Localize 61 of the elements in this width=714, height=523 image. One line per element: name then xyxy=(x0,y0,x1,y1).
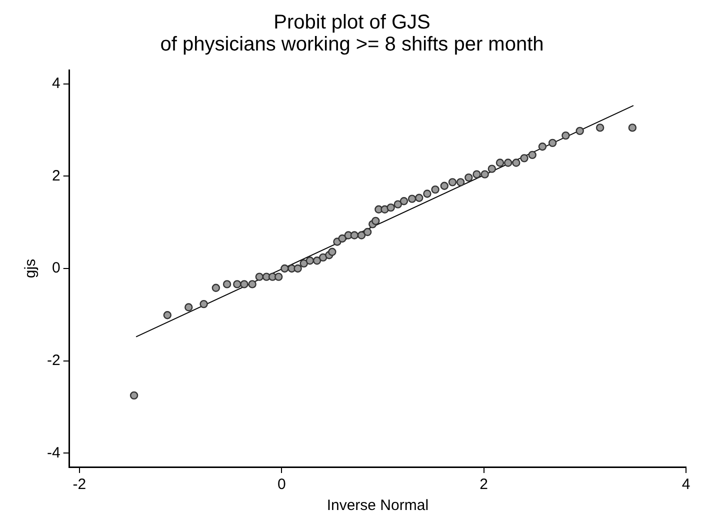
point xyxy=(184,303,193,312)
y-axis-title: gjs xyxy=(22,258,40,278)
point xyxy=(280,264,289,273)
point xyxy=(548,138,557,148)
x-tick-label: 0 xyxy=(277,476,286,494)
y-tick-label: 0 xyxy=(52,260,60,277)
point xyxy=(212,284,220,292)
point xyxy=(300,259,308,268)
point xyxy=(222,280,232,288)
point xyxy=(363,228,372,236)
y-tick-label: 2 xyxy=(52,167,60,184)
point xyxy=(400,197,408,206)
point xyxy=(386,203,395,212)
point xyxy=(318,253,328,262)
point xyxy=(480,170,489,178)
point xyxy=(464,173,473,182)
point xyxy=(472,170,481,178)
point xyxy=(576,126,584,136)
point xyxy=(538,142,547,151)
point xyxy=(357,231,366,240)
point xyxy=(200,300,208,308)
point xyxy=(423,190,432,198)
x-axis-title: Inverse Normal xyxy=(326,497,429,514)
point xyxy=(628,124,637,132)
point xyxy=(372,216,380,226)
x-tick-label: 4 xyxy=(682,476,690,494)
point xyxy=(274,272,283,281)
point xyxy=(562,131,570,140)
point xyxy=(520,154,528,162)
y-tick-label: 4 xyxy=(52,74,60,92)
point xyxy=(504,158,512,167)
point xyxy=(431,185,440,194)
point xyxy=(488,164,496,173)
x-tick-label: -2 xyxy=(72,476,86,494)
point xyxy=(255,272,264,281)
x-tick-label: 2 xyxy=(480,476,488,494)
y-tick-label: -4 xyxy=(46,444,60,462)
point xyxy=(350,231,359,240)
point xyxy=(338,234,346,243)
point xyxy=(440,182,448,190)
point xyxy=(328,248,336,256)
point xyxy=(248,280,256,288)
point xyxy=(394,200,402,208)
point xyxy=(528,150,536,160)
text: Probit plot of GJS xyxy=(274,12,430,34)
point xyxy=(512,158,520,167)
point xyxy=(163,311,172,320)
y-tick-label: -2 xyxy=(46,352,60,369)
point xyxy=(448,178,457,186)
point xyxy=(408,194,416,203)
point xyxy=(233,280,242,288)
point xyxy=(596,124,604,132)
point xyxy=(240,280,248,288)
point xyxy=(415,194,424,202)
point xyxy=(294,264,302,273)
point xyxy=(130,391,138,400)
point xyxy=(496,158,504,167)
point xyxy=(456,178,465,186)
point xyxy=(306,256,314,265)
point xyxy=(312,256,322,265)
text: of physicians working >= 8 shifts per month xyxy=(160,34,544,56)
